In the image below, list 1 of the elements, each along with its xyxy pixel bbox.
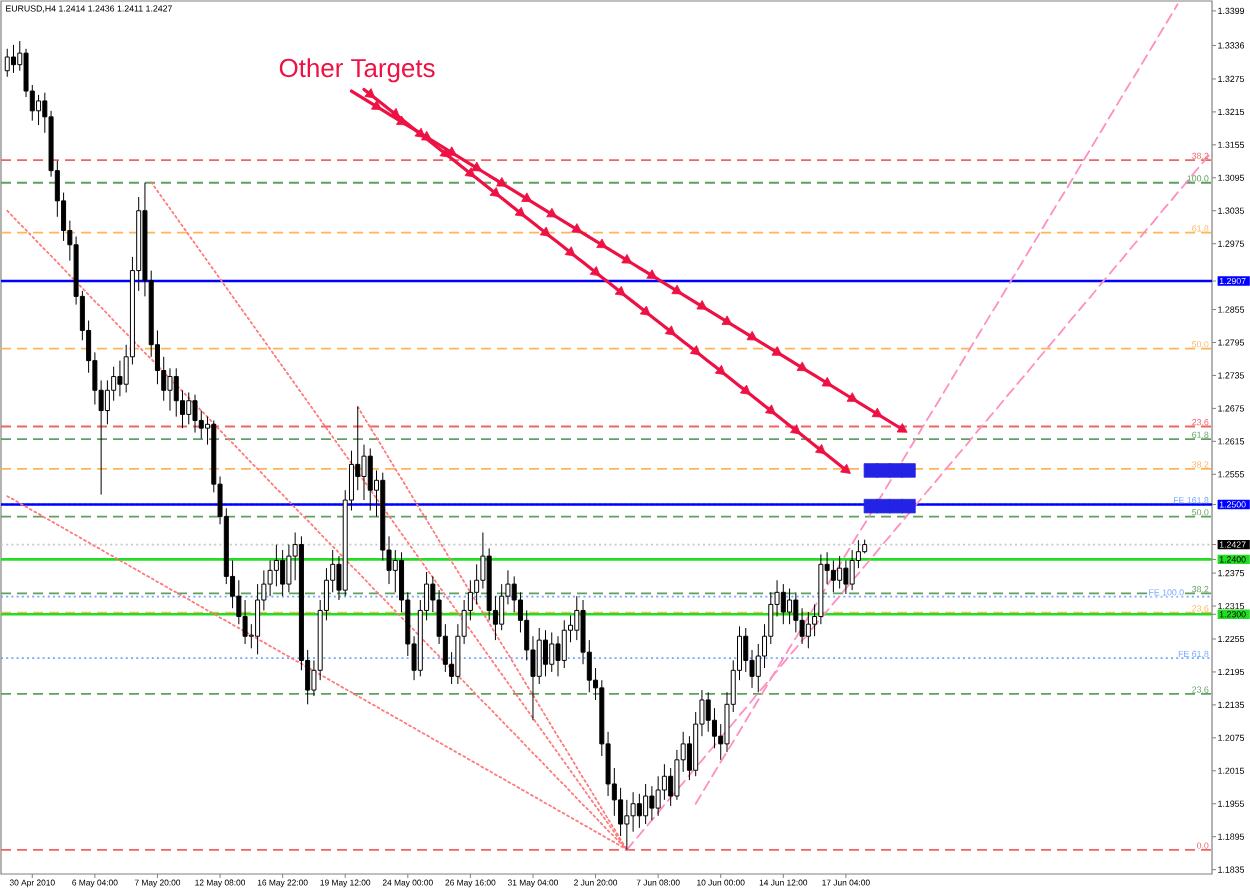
annotation: Other Targets <box>279 58 435 83</box>
